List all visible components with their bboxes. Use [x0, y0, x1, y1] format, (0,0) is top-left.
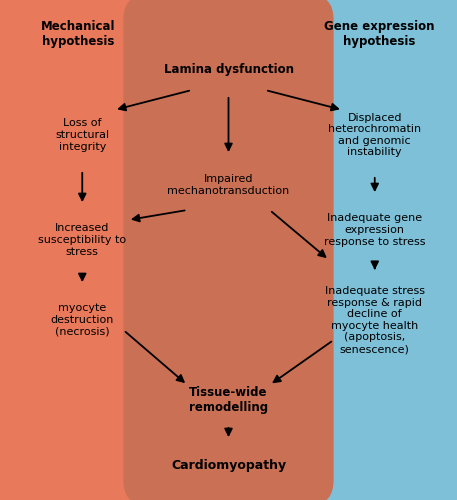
Text: Loss of
structural
integrity: Loss of structural integrity	[55, 118, 109, 152]
Text: Displaced
heterochromatin
and genomic
instability: Displaced heterochromatin and genomic in…	[328, 112, 421, 158]
FancyBboxPatch shape	[155, 0, 457, 500]
FancyBboxPatch shape	[123, 0, 334, 500]
Text: myocyte
destruction
(necrosis): myocyte destruction (necrosis)	[51, 304, 114, 336]
Text: Inadequate gene
expression
response to stress: Inadequate gene expression response to s…	[324, 214, 425, 246]
Text: Impaired
mechanotransduction: Impaired mechanotransduction	[167, 174, 290, 196]
Text: Tissue-wide
remodelling: Tissue-wide remodelling	[189, 386, 268, 414]
Text: Increased
susceptibility to
stress: Increased susceptibility to stress	[38, 224, 126, 256]
Text: Inadequate stress
response & rapid
decline of
myocyte health
(apoptosis,
senesce: Inadequate stress response & rapid decli…	[325, 286, 425, 354]
Text: Gene expression
hypothesis: Gene expression hypothesis	[324, 20, 435, 48]
Text: Mechanical
hypothesis: Mechanical hypothesis	[40, 20, 115, 48]
Text: Cardiomyopathy: Cardiomyopathy	[171, 458, 286, 471]
FancyBboxPatch shape	[0, 0, 302, 500]
Text: Lamina dysfunction: Lamina dysfunction	[164, 64, 293, 76]
